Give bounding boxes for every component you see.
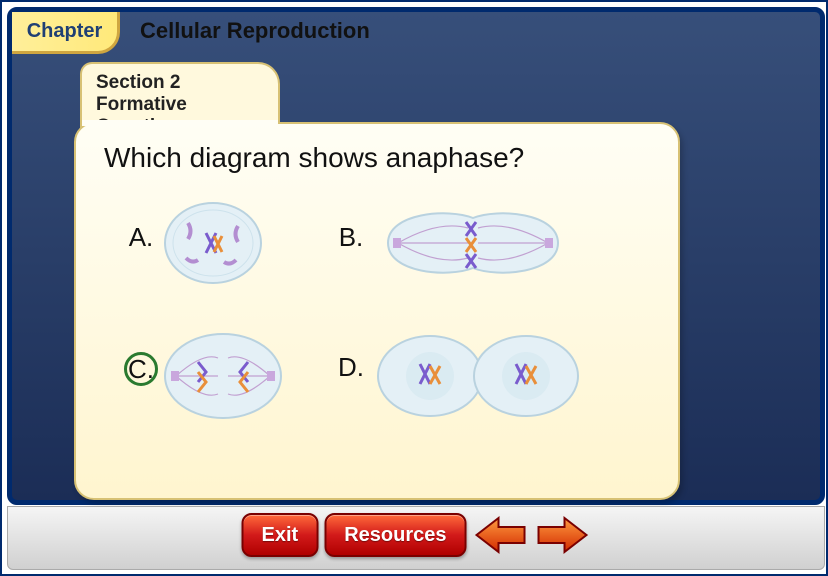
folder-tab-seam [82, 120, 278, 126]
answer-b[interactable]: B. [334, 198, 634, 288]
next-button[interactable] [534, 513, 590, 557]
diagram-telophase-icon [368, 328, 588, 423]
diagram-prophase-icon [158, 198, 268, 288]
slide-inner: Chapter Cellular Reproduction Section 2 … [7, 7, 825, 505]
bottom-nav: Exit Resources [7, 506, 825, 570]
answer-c[interactable]: C. [124, 328, 334, 423]
chapter-tab: Chapter [12, 12, 120, 54]
answer-row-2: C. [124, 328, 644, 423]
diagram-anaphase-icon [158, 328, 288, 423]
question-text: Which diagram shows anaphase? [104, 142, 524, 174]
answer-d-letter: D. [334, 352, 368, 383]
answer-a[interactable]: A. [124, 198, 334, 288]
exit-button[interactable]: Exit [242, 513, 319, 557]
slide-frame: Chapter Cellular Reproduction Section 2 … [0, 0, 828, 576]
arrow-left-icon [474, 515, 526, 555]
content-folder: Section 2 Formative Questions Which diag… [74, 62, 680, 502]
answer-d[interactable]: D. [334, 328, 634, 423]
chapter-tab-label: Chapter [27, 20, 103, 43]
answer-b-letter: B. [334, 222, 368, 253]
answer-c-letter: C. [124, 352, 158, 386]
resources-button-label: Resources [344, 524, 446, 547]
chapter-title: Cellular Reproduction [140, 18, 370, 44]
prev-button[interactable] [472, 513, 528, 557]
answer-a-letter: A. [124, 222, 158, 253]
resources-button[interactable]: Resources [324, 513, 466, 557]
arrow-right-icon [536, 515, 588, 555]
nav-center: Exit Resources [242, 513, 591, 557]
answer-row-1: A. [124, 198, 644, 288]
answer-grid: A. [124, 198, 644, 463]
exit-button-label: Exit [262, 524, 299, 547]
diagram-metaphase-icon [368, 198, 578, 288]
